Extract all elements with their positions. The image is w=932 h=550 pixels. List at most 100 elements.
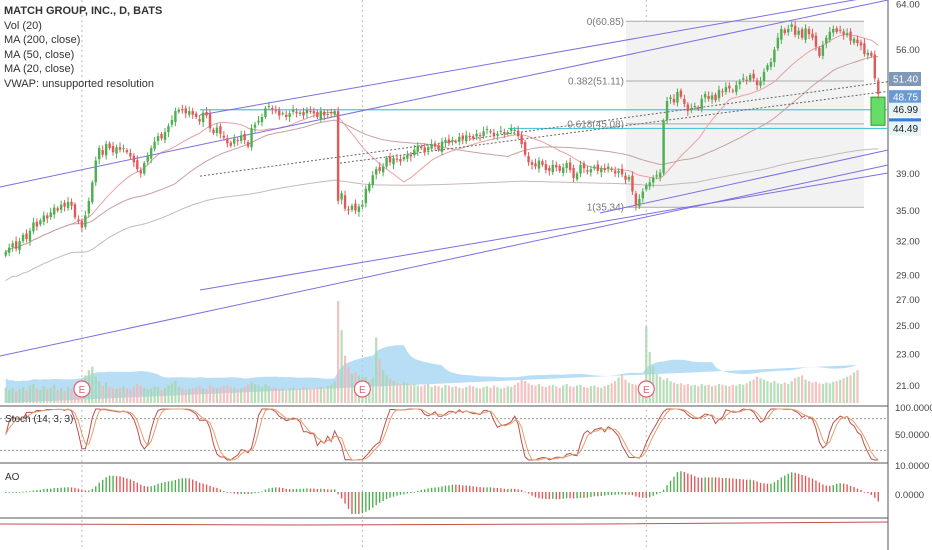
legend-vwap[interactable]: VWAP: unsupported resolution (4, 77, 155, 90)
volume-bar (447, 385, 451, 403)
ao-bar (482, 487, 485, 492)
candle-body (638, 198, 641, 207)
ao-bar (212, 487, 215, 492)
volume-bar (454, 386, 457, 403)
fib-level-label: 1(35.34) (587, 203, 624, 214)
price-tick-label: 21.00 (896, 381, 920, 392)
candle-body (354, 203, 357, 211)
candle-body (762, 71, 766, 82)
fib-retracement[interactable]: 0(60.85) 0.382(51.11) 0.618(45.08) 1(35.34) (200, 17, 888, 214)
volume-bar (731, 384, 734, 403)
volume-bar (326, 386, 329, 403)
legend-ma200[interactable]: MA (200, close) (4, 34, 81, 46)
volume-bar (513, 384, 516, 403)
ao-bar (413, 492, 415, 493)
ao-bar (302, 488, 305, 492)
ao-bar (732, 478, 734, 492)
volume-bar (593, 385, 596, 403)
candle-body (745, 79, 748, 81)
ao-bar (742, 479, 744, 492)
candle-body (596, 164, 600, 171)
volume-bar (499, 388, 502, 403)
candle-body (426, 147, 430, 151)
volume-bar (728, 386, 731, 403)
volume-bar (465, 386, 468, 403)
ao-bar (867, 492, 869, 494)
ao-bar (832, 485, 834, 492)
volume-bar (253, 384, 257, 403)
volume-bar (302, 386, 305, 403)
ao-bar (524, 491, 526, 493)
stoch-label[interactable]: Stoch (14, 3, 3) (5, 414, 74, 425)
candle-body (39, 220, 42, 225)
volume-bar (787, 384, 790, 403)
ao-bar (694, 476, 696, 492)
volume-bar (111, 388, 115, 403)
volume-bar (745, 383, 748, 403)
candle-body (233, 138, 236, 144)
ao-bar (801, 474, 803, 492)
volume-bar (738, 384, 741, 403)
candle-body (32, 222, 35, 232)
legend-ma20[interactable]: MA (20, close) (4, 63, 75, 75)
candle-body (690, 108, 693, 111)
ao-bar (268, 488, 270, 492)
price-tag-label: 46.99 (893, 105, 918, 116)
volume-bar (156, 386, 160, 403)
ao-bar (46, 488, 48, 492)
candle-body (724, 87, 728, 92)
price-axis[interactable]: 64.0056.0049.0044.0039.0035.0032.0029.00… (889, 0, 932, 501)
candle-body (575, 173, 579, 180)
fib-level-label: 0(60.85) (587, 17, 624, 28)
ao-bar (451, 484, 454, 492)
legend-ma50[interactable]: MA (50, close) (4, 48, 75, 61)
ao-bar (146, 486, 149, 492)
volume-bar (305, 387, 309, 403)
ao-bar (361, 492, 364, 514)
candle-body (568, 162, 572, 170)
ao-bar (143, 485, 145, 492)
candle-body (773, 49, 776, 63)
candle-body (25, 233, 28, 240)
candle-body (454, 141, 458, 143)
volume-bar (340, 330, 343, 403)
candle-body (787, 28, 790, 33)
volume-bar (724, 385, 728, 403)
volume-bar (710, 386, 714, 403)
candle-body (648, 182, 651, 187)
volume-bar (437, 386, 440, 403)
volume-bar (586, 387, 589, 403)
ao-bar (718, 477, 720, 492)
candle-body (104, 144, 108, 156)
legend-vol[interactable]: Vol (20) (4, 19, 42, 32)
candle-body (534, 163, 537, 167)
candle-body (271, 108, 274, 110)
volume-bar (776, 383, 779, 403)
ao-bar (586, 492, 589, 498)
ao-label[interactable]: AO (5, 472, 20, 483)
volume-bar (544, 386, 547, 403)
candle-body (742, 78, 745, 80)
candle-body (84, 215, 87, 227)
candle-body (728, 85, 731, 89)
ao-bar (226, 491, 229, 493)
ao-bar (562, 492, 564, 499)
candle-body (797, 30, 800, 35)
volume-bar (575, 385, 579, 403)
ao-bar (423, 489, 426, 492)
volume-bar (423, 384, 426, 403)
volume-bar (18, 389, 21, 403)
candle-body (686, 104, 690, 112)
ao-bar (842, 483, 845, 492)
ao-bar (638, 492, 641, 498)
ao-bar (67, 487, 69, 492)
ao-bar (489, 487, 492, 492)
ao-bar (746, 479, 748, 492)
candle-body (520, 135, 523, 145)
candle-body (603, 168, 606, 170)
volume-bar (343, 355, 347, 403)
candle-body (316, 111, 319, 118)
symbol-title[interactable]: MATCH GROUP, INC., D, BATS (4, 5, 163, 17)
ao-bar (680, 471, 682, 492)
